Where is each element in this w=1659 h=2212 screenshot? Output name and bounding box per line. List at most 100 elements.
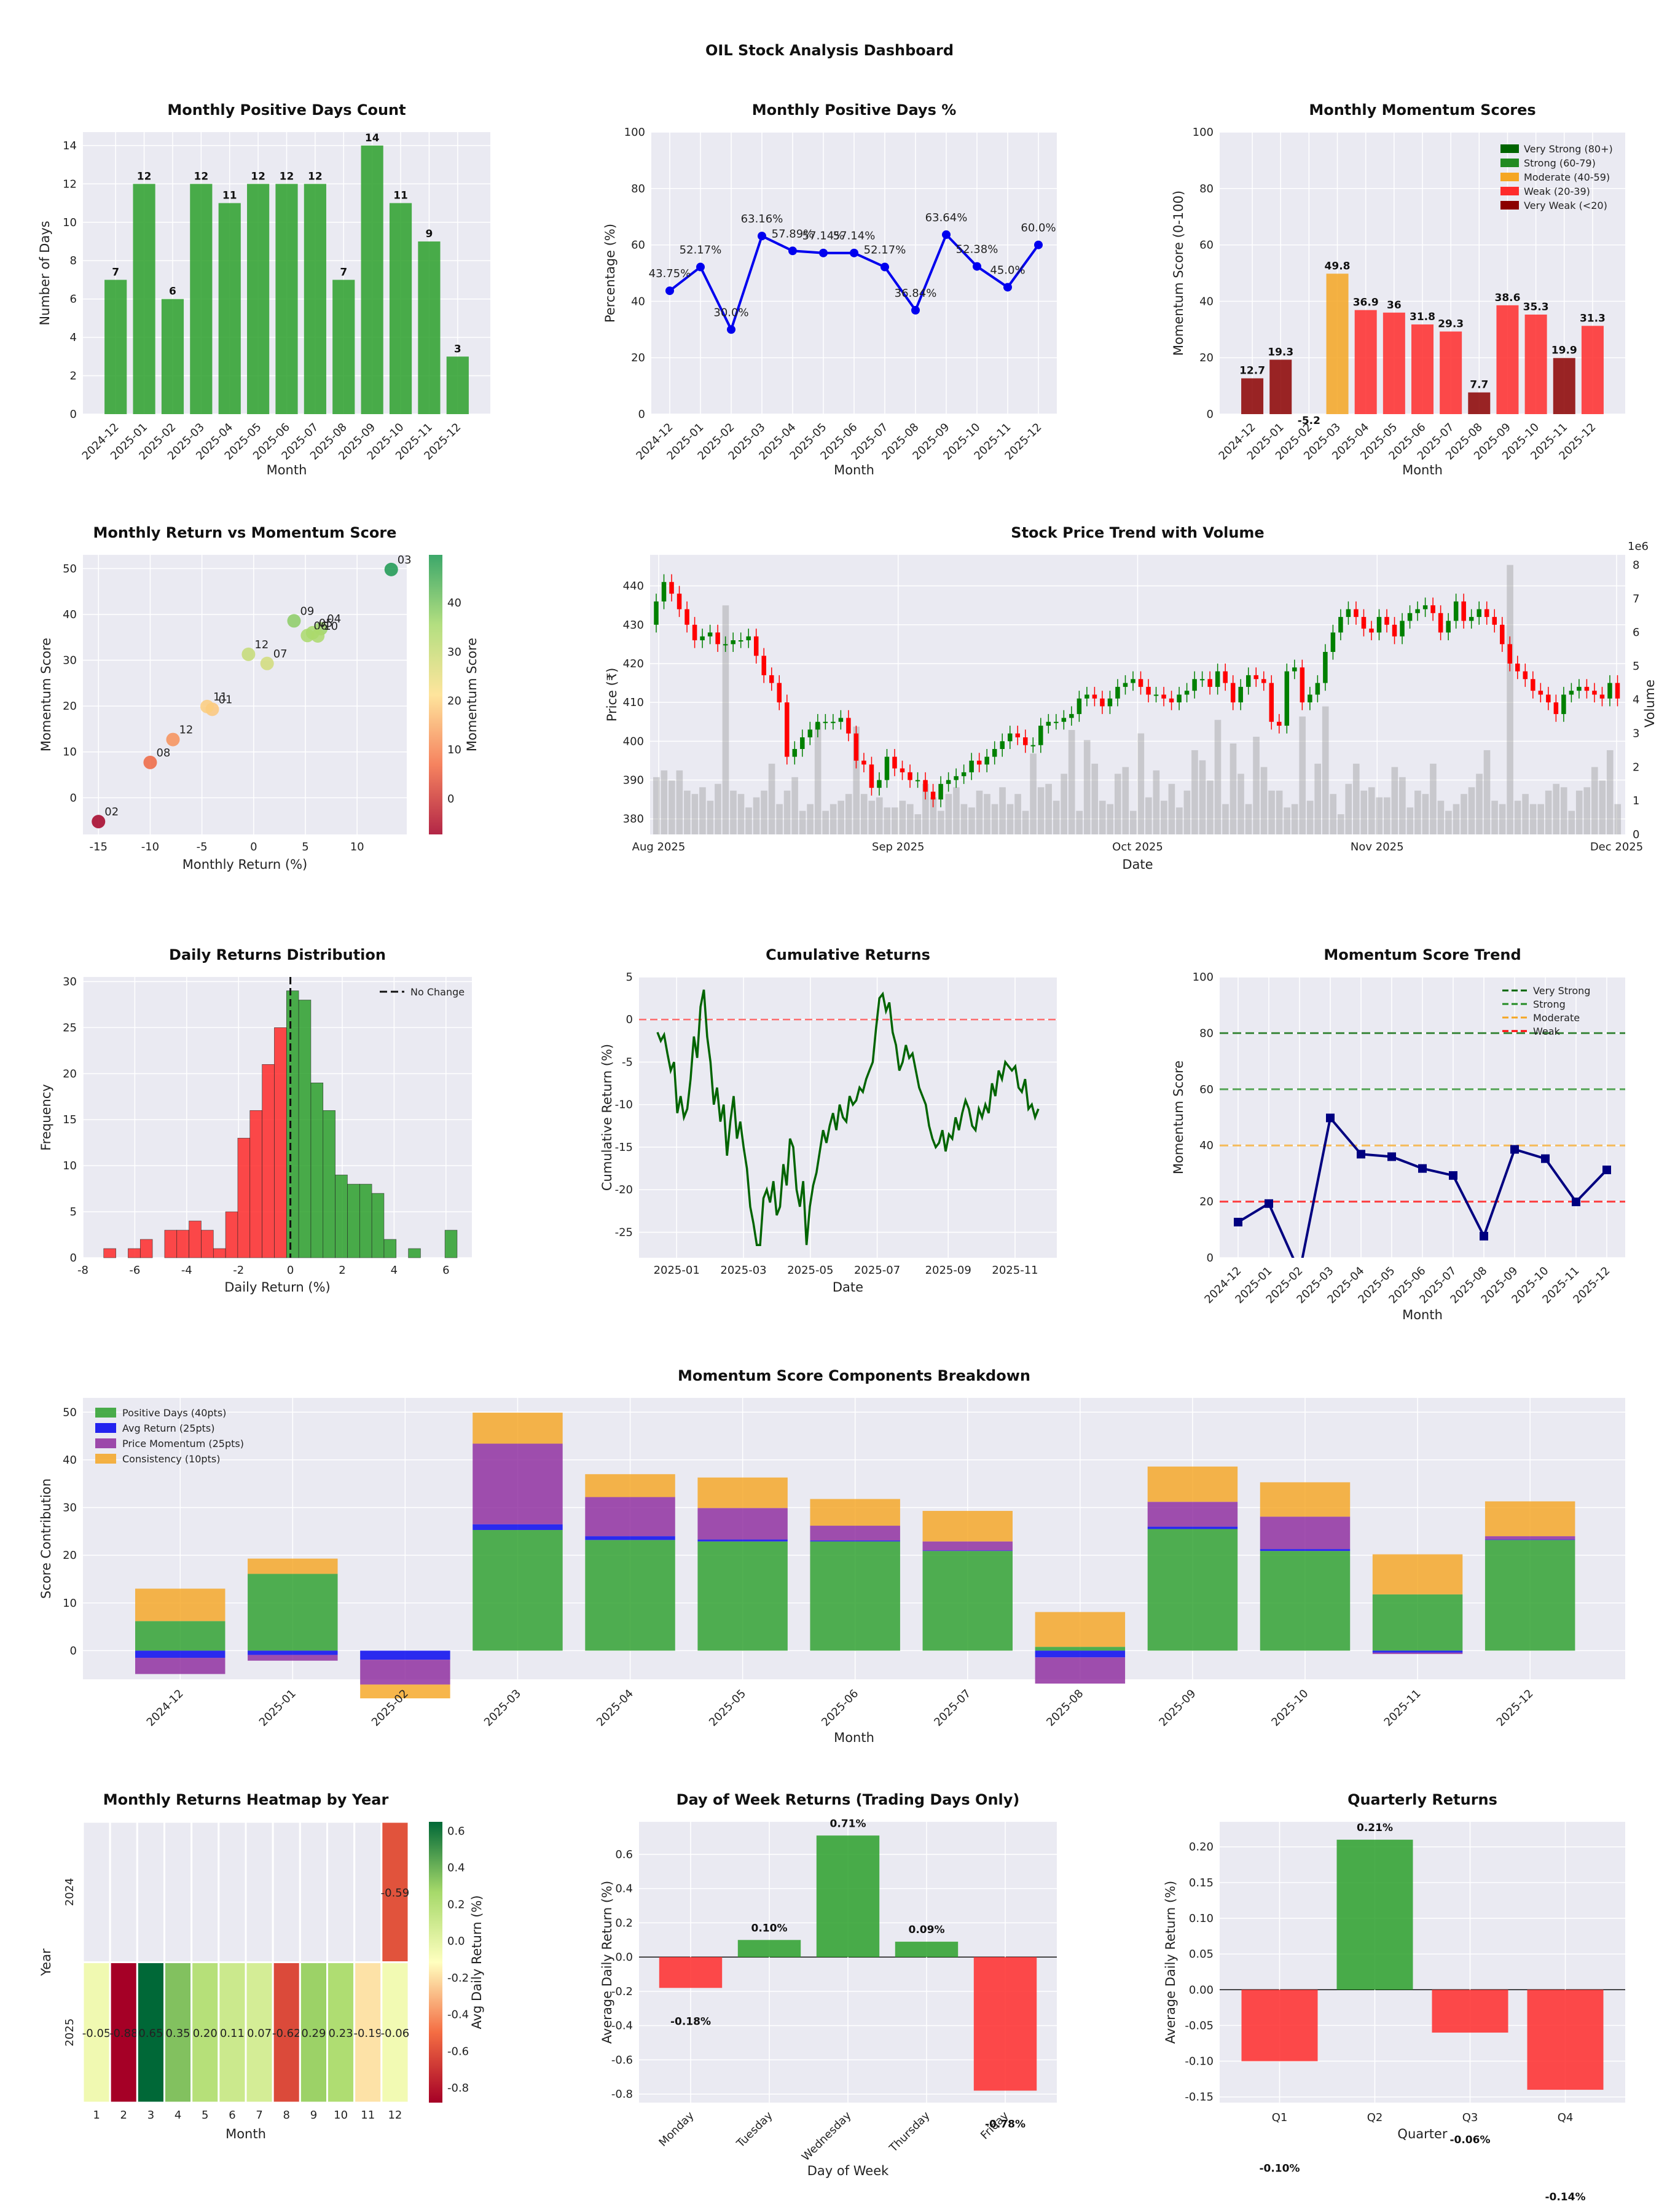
x-tick-label: 2025-04 bbox=[594, 1687, 636, 1729]
histogram-bar bbox=[189, 1220, 202, 1258]
candle-body bbox=[1084, 694, 1089, 699]
x-tick-label: 2025-09 bbox=[1156, 1687, 1198, 1729]
colorbar-tick-label: 0.0 bbox=[447, 1935, 465, 1948]
histogram-bar bbox=[213, 1248, 226, 1258]
volume-bar bbox=[807, 804, 814, 834]
candle-body bbox=[823, 721, 828, 723]
candle-body bbox=[677, 594, 682, 610]
point-label: 08 bbox=[156, 747, 170, 759]
candle-body bbox=[1376, 617, 1382, 633]
chart-title: Monthly Positive Days % bbox=[752, 101, 957, 119]
y-tick-label: 5 bbox=[70, 1206, 77, 1218]
candle-body bbox=[1230, 683, 1236, 703]
x-axis-label: Month bbox=[267, 463, 307, 477]
histogram-bar bbox=[249, 1110, 262, 1258]
candle-body bbox=[769, 675, 774, 683]
y-tick-label: 420 bbox=[623, 657, 644, 670]
candle-body bbox=[1277, 721, 1282, 726]
candle-body bbox=[807, 729, 813, 738]
bar-value-label: 7 bbox=[112, 266, 119, 278]
volume-bar bbox=[960, 804, 968, 834]
candle-body bbox=[700, 636, 705, 641]
heatmap-cell bbox=[380, 1821, 410, 1963]
y-tick-label: 20 bbox=[1199, 1196, 1214, 1209]
volume-bar bbox=[930, 797, 937, 834]
candle-body bbox=[761, 656, 766, 675]
bar bbox=[1354, 310, 1377, 414]
legend-label: Very Strong bbox=[1533, 985, 1590, 997]
legend-swatch bbox=[1500, 187, 1519, 195]
histogram-bar bbox=[274, 1027, 287, 1258]
stacked-bar-segment bbox=[135, 1650, 226, 1658]
heatmap-value-label: -0.05 bbox=[82, 2027, 111, 2040]
legend-label: Consistency (10pts) bbox=[122, 1453, 220, 1465]
stacked-bar-segment bbox=[473, 1524, 563, 1531]
data-point bbox=[1003, 283, 1012, 292]
volume-bar bbox=[922, 783, 929, 834]
candle-body bbox=[1253, 675, 1258, 680]
x-tick-label: Wednesday bbox=[799, 2109, 854, 2163]
candle-body bbox=[654, 601, 659, 625]
volume-bar bbox=[860, 794, 868, 834]
y-tick-label: 50 bbox=[63, 562, 77, 575]
candle-body bbox=[1153, 694, 1159, 696]
bar bbox=[816, 1835, 880, 1958]
y-axis-label: Momentum Score bbox=[1171, 1061, 1186, 1174]
x-tick-label: Oct 2025 bbox=[1112, 841, 1163, 853]
legend-swatch bbox=[1500, 173, 1519, 181]
candle-body bbox=[1492, 617, 1497, 625]
scatter-point bbox=[200, 699, 214, 713]
stacked-bar-segment bbox=[1260, 1551, 1351, 1651]
y-tick-label: 2025 bbox=[63, 2018, 76, 2047]
volume-bar bbox=[822, 810, 829, 834]
y-tick-label: -0.15 bbox=[1185, 2091, 1214, 2104]
bar-value-label: 0.10% bbox=[751, 1922, 788, 1934]
point-label: 12 bbox=[254, 638, 269, 651]
candle-body bbox=[1453, 601, 1459, 621]
dashboard-title: OIL Stock Analysis Dashboard bbox=[705, 42, 954, 59]
candle-body bbox=[1245, 675, 1251, 687]
point-label: 12 bbox=[179, 724, 193, 737]
x-axis-label: Day of Week bbox=[807, 2163, 889, 2178]
heatmap-cell-empty bbox=[109, 1821, 138, 1963]
heatmap-cell-empty bbox=[82, 1821, 111, 1963]
bar-value-label: 36.9 bbox=[1353, 297, 1379, 309]
bar-value-label: 0.71% bbox=[830, 1818, 866, 1830]
x-tick-label: 3 bbox=[147, 2109, 154, 2122]
bar-value-label: -5.2 bbox=[1298, 415, 1320, 427]
y-tick-label: 10 bbox=[63, 1159, 77, 1172]
x-tick-label: 5 bbox=[202, 2109, 208, 2122]
point-label: 30.0% bbox=[713, 306, 748, 319]
volume-bar bbox=[1114, 774, 1121, 834]
y2-tick-label: 1 bbox=[1633, 794, 1639, 807]
y-tick-label: -0.10 bbox=[1185, 2055, 1214, 2068]
data-point bbox=[696, 262, 705, 272]
volume-bar bbox=[776, 804, 783, 834]
y-tick-label: 0 bbox=[70, 791, 77, 804]
x-axis-label: Month bbox=[834, 463, 874, 477]
volume-bar bbox=[1507, 565, 1513, 834]
point-label: 60.0% bbox=[1021, 222, 1056, 235]
histogram-bar bbox=[103, 1248, 116, 1258]
volume-bar bbox=[1545, 790, 1552, 834]
point-label: 04 bbox=[327, 613, 341, 626]
candle-body bbox=[946, 780, 951, 784]
chart-quarterly-returns: Quarterly Returns 0.20 0.15 0.10 0.05 0.00 -0.… bbox=[1163, 1791, 1625, 2203]
stacked-bar-segment bbox=[248, 1558, 338, 1574]
y-tick-label: 390 bbox=[623, 774, 644, 787]
volume-bar bbox=[753, 797, 760, 834]
scatter-point bbox=[166, 732, 180, 747]
bar bbox=[1440, 331, 1462, 414]
candle-body bbox=[1446, 621, 1451, 633]
bar bbox=[1468, 392, 1491, 414]
x-tick-label: 10 bbox=[334, 2109, 348, 2122]
y2-multiplier: 1e6 bbox=[1628, 540, 1649, 553]
y-tick-label: 0.4 bbox=[615, 1883, 633, 1896]
chart-positive-days-pct: Monthly Positive Days %0204060801002024-… bbox=[603, 101, 1057, 477]
x-tick-label: 8 bbox=[283, 2109, 290, 2122]
candle-body bbox=[1038, 726, 1043, 745]
y-axis-label: Average Daily Return (%) bbox=[600, 1881, 614, 2044]
candle-body bbox=[1584, 686, 1590, 691]
volume-bar bbox=[1337, 814, 1344, 834]
